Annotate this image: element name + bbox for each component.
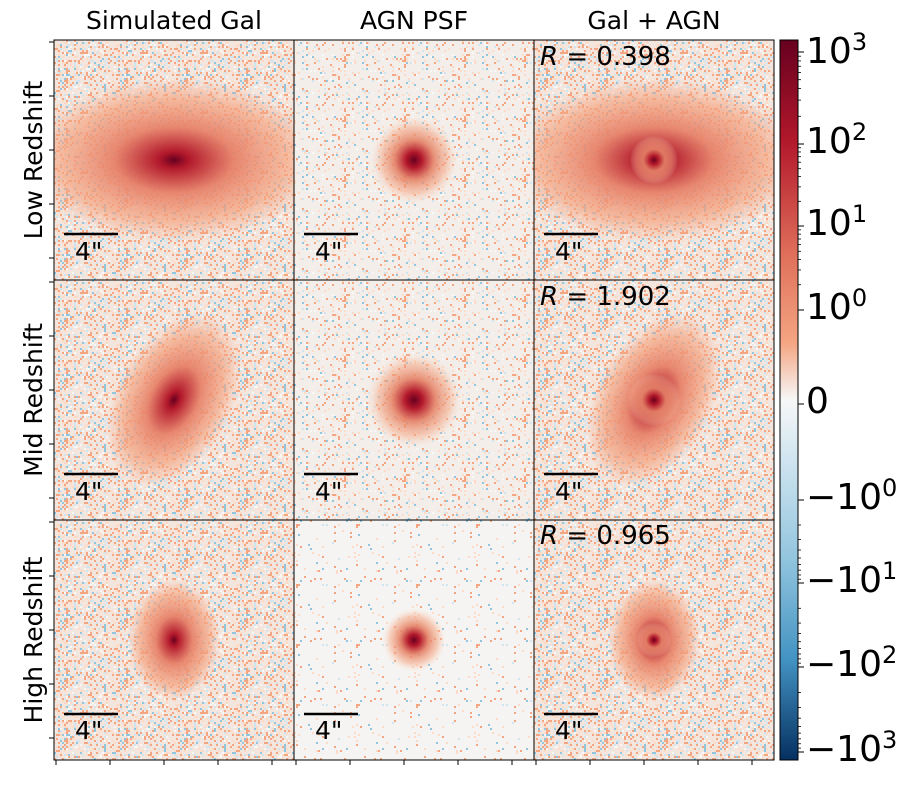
agn-psf-image	[294, 280, 534, 520]
colorbar-tick-label: 103	[806, 28, 868, 72]
colorbar-tick-label: 102	[806, 118, 868, 162]
agn-psf-blob	[370, 116, 458, 204]
galaxy-blob	[128, 580, 220, 700]
colorbar-tick-label: −100	[806, 474, 898, 518]
colorbar-tick-label: 101	[806, 200, 868, 244]
r-value-text: = 1.902	[558, 282, 671, 312]
scale-bar-label: 4"	[75, 237, 103, 266]
scale-bar-label: 4"	[75, 477, 103, 506]
r-value-low: R = 0.398	[540, 42, 671, 72]
scale-bar-label: 4"	[555, 716, 583, 745]
colorbar-tick-label: 100	[806, 284, 868, 328]
scale-bar-label: 4"	[315, 477, 343, 506]
galaxy-plus-agn-image	[534, 520, 774, 760]
galaxy-blob	[107, 314, 241, 486]
agn-psf-blob	[382, 608, 446, 672]
r-symbol: R	[540, 521, 559, 551]
colorbar-tick-label: −101	[806, 557, 898, 601]
galaxy-plus-agn-image	[534, 40, 774, 280]
r-value-high: R = 0.965	[540, 521, 671, 551]
r-value-mid: R = 1.902	[540, 282, 671, 312]
simulated-galaxy-image	[54, 40, 294, 280]
agn-psf-image	[294, 40, 534, 280]
scale-bar-label: 4"	[315, 716, 343, 745]
column-title-simulated-gal: Simulated Gal	[86, 6, 262, 35]
scale-bar-label: 4"	[75, 716, 103, 745]
agn-psf-image	[294, 520, 534, 760]
simulated-galaxy-image	[54, 520, 294, 760]
scale-bar-label: 4"	[555, 237, 583, 266]
colorbar-tick-label: 0	[806, 381, 829, 422]
agn-psf-blob	[636, 622, 672, 658]
panel-frame	[533, 519, 775, 761]
colorbar-tick-label: −102	[806, 641, 898, 685]
simulated-galaxy-image	[54, 280, 294, 520]
scale-bar-label: 4"	[315, 237, 343, 266]
r-value-text: = 0.965	[558, 521, 671, 551]
agn-psf-blob	[629, 135, 679, 185]
r-value-text: = 0.398	[558, 42, 671, 72]
column-title-gal-agn: Gal + AGN	[587, 6, 721, 35]
column-title-agn-psf: AGN PSF	[359, 6, 468, 35]
agn-psf-blob	[366, 352, 462, 448]
colorbar	[779, 39, 799, 761]
agn-psf-blob	[627, 373, 681, 427]
scale-bar-label: 4"	[555, 477, 583, 506]
colorbar-tick-label: −103	[806, 726, 898, 770]
r-symbol: R	[540, 42, 559, 72]
galaxy-plus-agn-image	[534, 280, 774, 520]
galaxy-blob	[54, 78, 294, 242]
r-symbol: R	[540, 282, 559, 312]
